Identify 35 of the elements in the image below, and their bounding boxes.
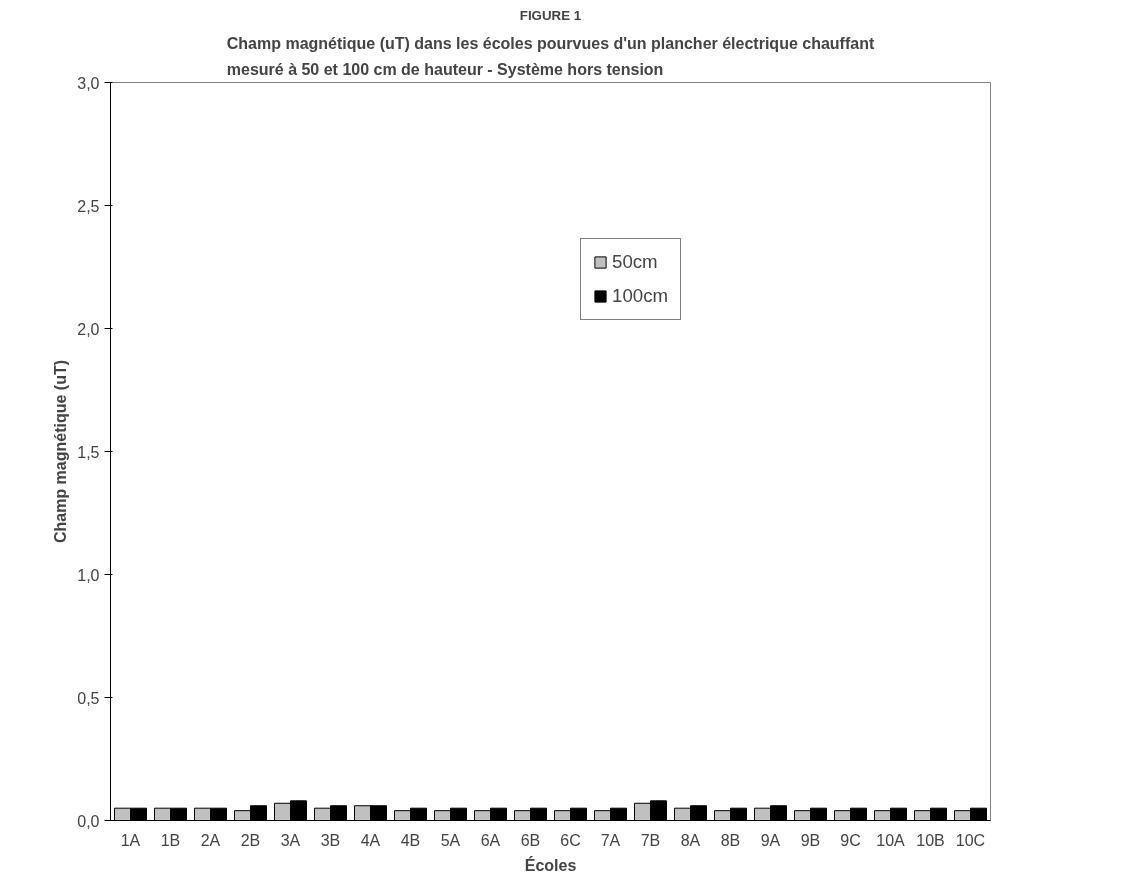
x-tick-label: 6A xyxy=(480,831,501,849)
x-tick-label: 10B xyxy=(916,831,945,849)
y-axis-title: Champ magnétique (uT) xyxy=(52,359,70,544)
x-tick-label: 8B xyxy=(720,831,741,849)
x-tick-label: 4A xyxy=(360,831,381,849)
legend-label: 50cm xyxy=(612,251,658,273)
x-tick-label: 6C xyxy=(560,831,581,849)
x-tick-label: 8A xyxy=(680,831,701,849)
x-tick-label: 4B xyxy=(400,831,421,849)
x-tick-label: 2A xyxy=(200,831,221,849)
x-tick-label: 10A xyxy=(876,831,906,849)
x-tick-label: 10C xyxy=(955,831,986,849)
y-tick-label: 1,5 xyxy=(77,443,100,461)
x-axis-title: Écoles xyxy=(524,855,577,874)
x-tick-label: 3B xyxy=(320,831,341,849)
x-tick-label: 1A xyxy=(120,831,141,849)
x-tick-label: 3A xyxy=(280,831,301,849)
y-tick-label: 2,5 xyxy=(77,197,100,215)
x-tick-label: 7A xyxy=(600,831,621,849)
x-tick-label: 9B xyxy=(800,831,821,849)
x-tick-label: 2B xyxy=(240,831,261,849)
y-tick-label: 1,0 xyxy=(77,566,100,584)
x-tick-label: 7B xyxy=(640,831,661,849)
y-tick-label: 0,5 xyxy=(77,689,100,707)
chart-title: FIGURE 1 xyxy=(519,7,582,23)
x-tick-label: 6B xyxy=(520,831,541,849)
y-tick-label: 0,0 xyxy=(77,812,100,830)
x-tick-label: 9A xyxy=(760,831,781,849)
x-tick-label: 5A xyxy=(440,831,461,849)
legend-label: 100cm xyxy=(612,285,668,307)
x-tick-label: 9C xyxy=(840,831,861,849)
y-tick-label: 3,0 xyxy=(77,74,100,92)
y-tick-label: 2,0 xyxy=(77,320,100,338)
chart-subtitle: Champ magnétique (uT) dans les écoles pourvues d'un plancher électrique chauffant mesuré à 50 et 100 cm de hauteur - Système hors tension xyxy=(226,35,875,78)
x-tick-label: 1B xyxy=(160,831,181,849)
